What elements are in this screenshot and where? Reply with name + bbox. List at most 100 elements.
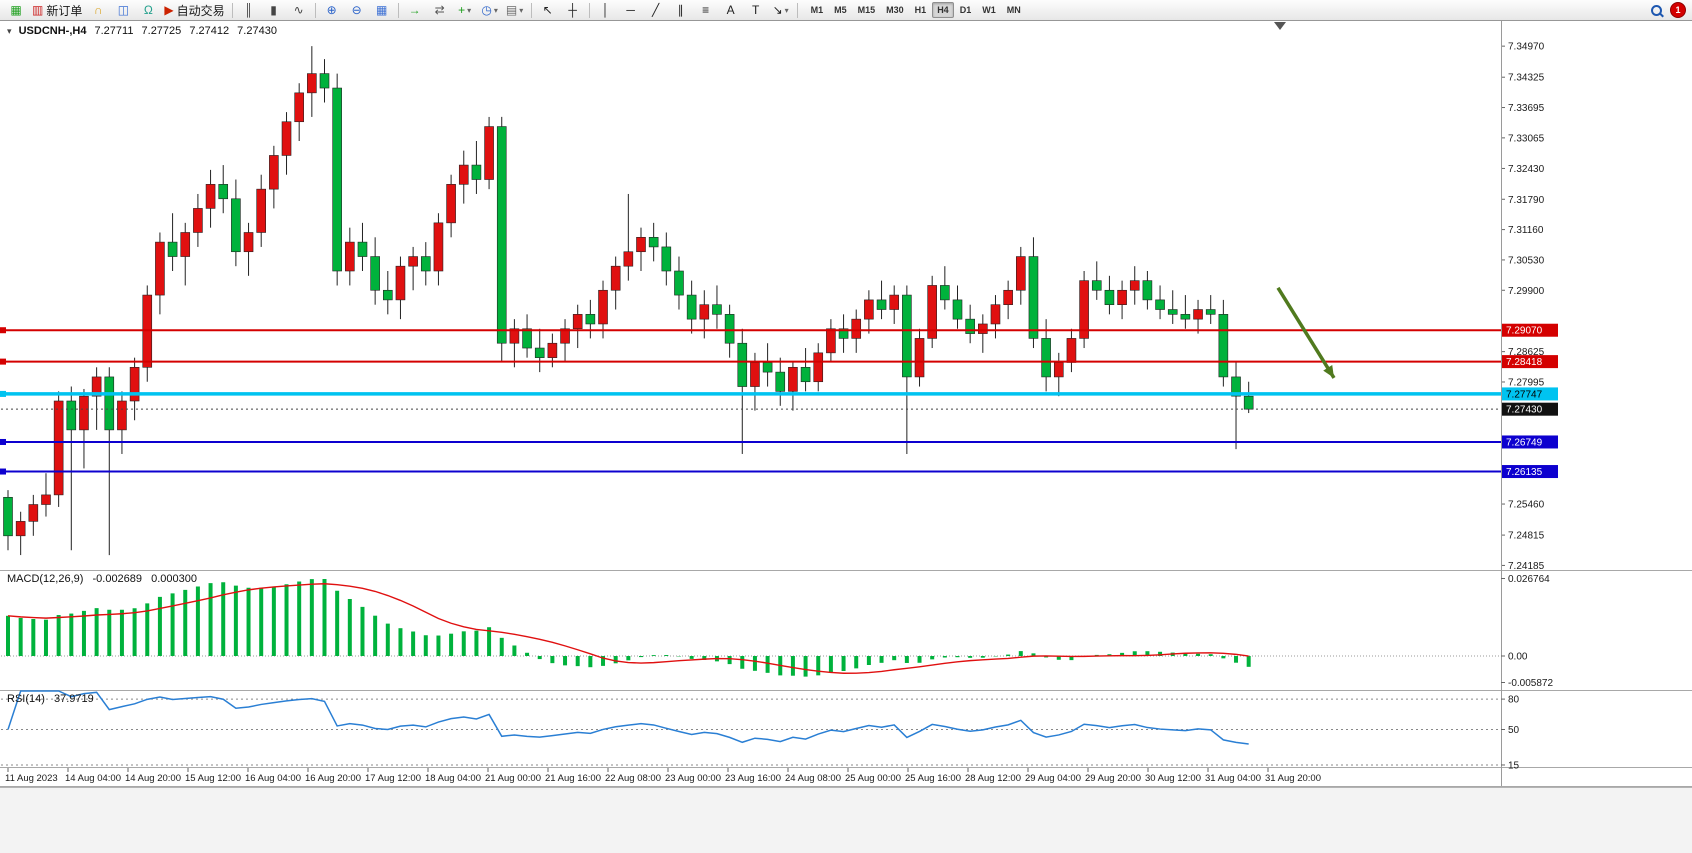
indicators-icon[interactable]: + ▾ — [453, 1, 477, 20]
channel-icon[interactable]: ∥ — [669, 1, 693, 20]
navigator-icon-glyph: Ω — [143, 2, 153, 17]
fibonacci-icon[interactable]: ≡ — [694, 1, 718, 20]
price-tag-7.27430: 7.27430 — [1502, 402, 1558, 416]
tile-windows-icon[interactable]: ▦ — [370, 1, 394, 20]
bar-chart-icon[interactable]: ║ — [237, 1, 261, 20]
candle-body — [724, 314, 735, 344]
arrow-annotation[interactable] — [1276, 286, 1336, 379]
horizontal-line-icon[interactable]: ─ — [619, 1, 643, 20]
candle-body — [864, 299, 874, 320]
candle-body — [28, 504, 39, 522]
macd-signal-line — [7, 583, 1249, 674]
time-axis-label: 21 Aug 00:00 — [485, 773, 541, 784]
rsi-name: RSI(14) — [7, 693, 45, 705]
charts-icon[interactable]: ◫ — [111, 1, 135, 20]
timeframe-h1[interactable]: H1 — [914, 5, 927, 15]
candle-body — [851, 318, 862, 339]
candle-body — [978, 323, 988, 334]
periods-icon-glyph: ◷ — [481, 2, 492, 17]
line-chart-icon[interactable]: ∿ — [287, 1, 311, 20]
toolbar-separator — [314, 2, 316, 18]
toolbar-right: 1 — [1649, 2, 1688, 18]
price-axis-label: 7.33695 — [1508, 103, 1545, 114]
templates-icon[interactable]: ▤ ▾ — [503, 1, 527, 20]
candle-body — [294, 92, 304, 123]
chart-title: ▾ USDCNH-,H4 7.27711 7.27725 7.27412 7.2… — [7, 25, 282, 37]
candle-body — [307, 73, 317, 94]
zoom-out-icon[interactable]: ⊖ — [345, 1, 369, 20]
macd-value-main: -0.002689 — [92, 573, 143, 585]
candle-body — [750, 362, 760, 387]
time-axis[interactable] — [0, 768, 1500, 786]
rsi-line — [7, 690, 1249, 745]
arrows-icon[interactable]: ↘ ▾ — [769, 1, 793, 20]
time-axis-label: 23 Aug 00:00 — [665, 773, 721, 784]
indicators-icon-glyph: + — [458, 2, 466, 17]
notification-badge[interactable]: 1 — [1670, 2, 1686, 18]
chart-shift-marker[interactable] — [1274, 22, 1286, 30]
label-icon[interactable]: T — [744, 1, 768, 20]
zoom-in-icon[interactable]: ⊕ — [320, 1, 344, 20]
price-tag-7.28418: 7.28418 — [1502, 355, 1558, 369]
time-axis-label: 31 Aug 20:00 — [1265, 773, 1321, 784]
time-axis-label: 25 Aug 00:00 — [845, 773, 901, 784]
zoom-in-icon-glyph: ⊕ — [326, 2, 337, 17]
candle-body — [332, 87, 342, 272]
cursor-icon[interactable]: ↖ — [536, 1, 560, 20]
toolbar-separator — [796, 2, 798, 18]
autotrading-button[interactable]: ▶ 自动交易 — [161, 1, 227, 20]
autotrading-button-label: 自动交易 — [176, 3, 225, 18]
candle-body — [256, 188, 267, 233]
candle-body — [205, 184, 216, 209]
auto-scroll-icon[interactable]: → — [403, 1, 427, 20]
text-icon[interactable]: A — [719, 1, 743, 20]
time-axis-label: 14 Aug 04:00 — [65, 773, 121, 784]
chart-shift-icon[interactable]: ⇄ — [428, 1, 452, 20]
timeframe-m5[interactable]: M5 — [834, 5, 847, 15]
label-icon-glyph: T — [751, 2, 760, 17]
candle-body — [990, 304, 1001, 325]
candle-body — [193, 208, 203, 233]
candle-body — [420, 256, 431, 272]
rsi-level-label: 50 — [1508, 725, 1520, 736]
chart-plot-area[interactable] — [1, 21, 1501, 570]
oct-expand-icon[interactable]: ▾ — [7, 26, 12, 36]
timeframe-w1[interactable]: W1 — [982, 5, 996, 15]
profiles-icon[interactable]: ∩ — [86, 1, 110, 20]
ohlc-close: 7.27430 — [237, 25, 277, 37]
periods-icon[interactable]: ◷ ▾ — [478, 1, 502, 20]
new-chart-icon[interactable]: ▦ — [4, 1, 28, 20]
timeframe-m1[interactable]: M1 — [810, 5, 824, 15]
charts-icon-glyph: ◫ — [117, 2, 130, 17]
hline-anchor — [0, 468, 6, 475]
candle-body — [547, 342, 558, 358]
candle-body — [1003, 289, 1013, 306]
search-icon[interactable] — [1649, 3, 1664, 18]
timeframe-mn[interactable]: MN — [1006, 5, 1021, 15]
candlestick-chart-icon-glyph: ▮ — [270, 2, 277, 17]
candle-body — [357, 241, 368, 257]
price-axis-label: 7.25460 — [1508, 500, 1545, 511]
new-order-button-label: 新订单 — [46, 3, 83, 18]
crosshair-icon[interactable]: ┼ — [561, 1, 585, 20]
templates-icon-glyph: ▤ — [505, 2, 518, 17]
candle-body — [66, 400, 77, 431]
candle-body — [382, 289, 393, 301]
candle-body — [1079, 280, 1089, 339]
candle-body — [231, 198, 241, 253]
candlestick-chart-icon[interactable]: ▮ — [262, 1, 286, 20]
candle-body — [610, 265, 621, 291]
new-order-button[interactable]: ▥ 新订单 — [29, 1, 85, 20]
candle-body — [3, 496, 13, 537]
vertical-line-icon[interactable]: │ — [594, 1, 618, 20]
price-axis-label: 7.24185 — [1508, 561, 1545, 572]
time-axis-label: 22 Aug 08:00 — [605, 773, 661, 784]
timeframe-m30[interactable]: M30 — [886, 5, 904, 15]
candle-body — [927, 285, 937, 339]
navigator-icon[interactable]: Ω — [136, 1, 160, 20]
timeframe-m15[interactable]: M15 — [857, 5, 876, 15]
rsi-pane[interactable] — [0, 691, 1500, 767]
timeframe-h4[interactable]: H4 — [932, 2, 954, 18]
timeframe-d1[interactable]: D1 — [959, 5, 972, 15]
trendline-icon[interactable]: ╱ — [644, 1, 668, 20]
